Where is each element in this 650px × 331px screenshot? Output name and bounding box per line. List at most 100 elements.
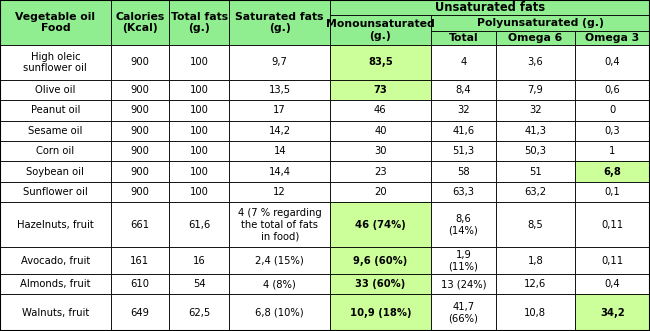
Text: 0,1: 0,1 bbox=[604, 187, 620, 197]
Bar bbox=[575, 247, 650, 274]
Text: Saturated fats
(g.): Saturated fats (g.) bbox=[235, 12, 324, 33]
Bar bbox=[111, 294, 169, 331]
Text: Corn oil: Corn oil bbox=[36, 146, 74, 156]
Text: 32: 32 bbox=[457, 105, 470, 115]
Text: Almonds, fruit: Almonds, fruit bbox=[20, 279, 90, 289]
Bar bbox=[575, 162, 650, 182]
Text: 8,6
(14%): 8,6 (14%) bbox=[448, 214, 478, 236]
Bar bbox=[496, 182, 575, 202]
Bar bbox=[431, 31, 496, 45]
Bar bbox=[229, 202, 330, 247]
Bar bbox=[111, 0, 169, 45]
Bar bbox=[496, 31, 575, 45]
Bar bbox=[169, 202, 229, 247]
Bar bbox=[0, 294, 111, 331]
Bar bbox=[496, 294, 575, 331]
Bar bbox=[229, 80, 330, 100]
Bar bbox=[111, 202, 169, 247]
Bar bbox=[111, 247, 169, 274]
Bar bbox=[229, 247, 330, 274]
Bar bbox=[431, 141, 496, 162]
Text: 9,7: 9,7 bbox=[272, 57, 288, 67]
Bar bbox=[330, 141, 431, 162]
Text: 100: 100 bbox=[190, 105, 209, 115]
Text: 649: 649 bbox=[131, 307, 150, 318]
Bar bbox=[0, 0, 111, 45]
Text: 9,6 (60%): 9,6 (60%) bbox=[353, 256, 408, 265]
Text: Sunflower oil: Sunflower oil bbox=[23, 187, 88, 197]
Text: 100: 100 bbox=[190, 57, 209, 67]
Text: 41,6: 41,6 bbox=[452, 126, 474, 136]
Bar bbox=[229, 0, 330, 45]
Bar bbox=[229, 162, 330, 182]
Text: 46 (74%): 46 (74%) bbox=[355, 220, 406, 230]
Text: Omega 3: Omega 3 bbox=[585, 33, 640, 43]
Text: 8,5: 8,5 bbox=[527, 220, 543, 230]
Text: 3,6: 3,6 bbox=[527, 57, 543, 67]
Bar bbox=[111, 162, 169, 182]
Bar bbox=[330, 0, 650, 15]
Text: 7,9: 7,9 bbox=[527, 85, 543, 95]
Bar bbox=[330, 162, 431, 182]
Text: Sesame oil: Sesame oil bbox=[28, 126, 83, 136]
Bar bbox=[575, 80, 650, 100]
Bar bbox=[431, 182, 496, 202]
Text: 50,3: 50,3 bbox=[525, 146, 546, 156]
Bar bbox=[169, 182, 229, 202]
Text: 83,5: 83,5 bbox=[368, 57, 393, 67]
Bar bbox=[575, 45, 650, 80]
Bar bbox=[431, 15, 650, 31]
Bar bbox=[431, 162, 496, 182]
Text: Omega 6: Omega 6 bbox=[508, 33, 562, 43]
Text: 100: 100 bbox=[190, 126, 209, 136]
Bar bbox=[169, 247, 229, 274]
Text: 6,8: 6,8 bbox=[603, 166, 621, 177]
Text: 4 (7 % regarding
the total of fats
in food): 4 (7 % regarding the total of fats in fo… bbox=[238, 208, 322, 241]
Text: 13,5: 13,5 bbox=[268, 85, 291, 95]
Text: 51: 51 bbox=[529, 166, 541, 177]
Bar bbox=[575, 294, 650, 331]
Bar bbox=[330, 80, 431, 100]
Text: 1,8: 1,8 bbox=[527, 256, 543, 265]
Text: 0,6: 0,6 bbox=[604, 85, 620, 95]
Bar bbox=[575, 120, 650, 141]
Bar bbox=[575, 274, 650, 294]
Text: 58: 58 bbox=[457, 166, 470, 177]
Bar bbox=[0, 100, 111, 120]
Bar bbox=[0, 202, 111, 247]
Text: 10,8: 10,8 bbox=[525, 307, 546, 318]
Text: 54: 54 bbox=[193, 279, 205, 289]
Text: Soybean oil: Soybean oil bbox=[27, 166, 84, 177]
Text: 16: 16 bbox=[193, 256, 205, 265]
Bar bbox=[330, 120, 431, 141]
Bar bbox=[575, 141, 650, 162]
Text: Polyunsaturated (g.): Polyunsaturated (g.) bbox=[477, 18, 604, 28]
Bar bbox=[330, 247, 431, 274]
Text: 0,4: 0,4 bbox=[604, 279, 620, 289]
Text: 900: 900 bbox=[131, 187, 150, 197]
Text: 4: 4 bbox=[460, 57, 467, 67]
Text: 63,3: 63,3 bbox=[452, 187, 474, 197]
Bar bbox=[496, 141, 575, 162]
Bar bbox=[0, 141, 111, 162]
Text: 610: 610 bbox=[131, 279, 150, 289]
Bar bbox=[496, 45, 575, 80]
Bar bbox=[431, 80, 496, 100]
Bar bbox=[169, 100, 229, 120]
Bar bbox=[169, 162, 229, 182]
Bar bbox=[169, 80, 229, 100]
Bar bbox=[0, 45, 111, 80]
Bar bbox=[330, 15, 431, 45]
Bar bbox=[431, 100, 496, 120]
Bar bbox=[111, 274, 169, 294]
Text: 900: 900 bbox=[131, 85, 150, 95]
Bar bbox=[496, 120, 575, 141]
Text: 4 (8%): 4 (8%) bbox=[263, 279, 296, 289]
Bar bbox=[169, 0, 229, 45]
Bar bbox=[431, 120, 496, 141]
Bar bbox=[0, 274, 111, 294]
Text: 41,7
(66%): 41,7 (66%) bbox=[448, 302, 478, 323]
Text: 0,4: 0,4 bbox=[604, 57, 620, 67]
Text: 661: 661 bbox=[130, 220, 150, 230]
Text: Monounsaturated
(g.): Monounsaturated (g.) bbox=[326, 19, 435, 41]
